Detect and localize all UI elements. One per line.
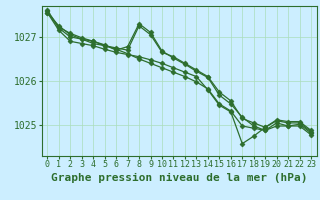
X-axis label: Graphe pression niveau de la mer (hPa): Graphe pression niveau de la mer (hPa) <box>51 173 308 183</box>
